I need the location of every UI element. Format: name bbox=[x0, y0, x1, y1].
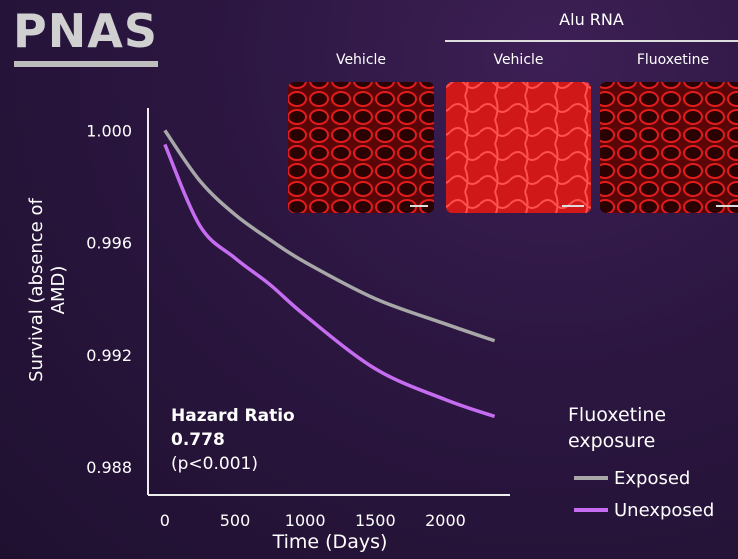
x-tick-label: 500 bbox=[220, 511, 251, 530]
annotation-note: (p<0.001) bbox=[171, 454, 258, 474]
y-tick-label: 1.000 bbox=[86, 121, 132, 140]
micrograph bbox=[446, 82, 591, 213]
legend-item: Exposed bbox=[574, 462, 714, 494]
x-tick-label: 0 bbox=[160, 511, 170, 530]
panel-label: Fluoxetine bbox=[636, 52, 710, 68]
legend: Fluoxetine exposure Exposed Unexposed bbox=[568, 402, 714, 526]
x-tick-label: 1000 bbox=[285, 511, 326, 530]
panel-label: Vehicle bbox=[493, 52, 544, 68]
logo: PNAS bbox=[13, 4, 158, 58]
y-tick-label: 0.988 bbox=[86, 458, 132, 477]
logo-underline bbox=[14, 61, 158, 67]
inset-group-label: Alu RNA bbox=[559, 10, 624, 29]
legend-swatch bbox=[574, 508, 608, 512]
x-tick-label: 1500 bbox=[355, 511, 396, 530]
legend-item: Unexposed bbox=[574, 494, 714, 526]
y-tick-label: 0.992 bbox=[86, 346, 132, 365]
panel-label: Vehicle bbox=[335, 52, 387, 68]
x-tick-label: 2000 bbox=[425, 511, 466, 530]
legend-title: Fluoxetine exposure bbox=[568, 404, 667, 452]
annotation-value: 0.778 bbox=[171, 430, 225, 450]
series-line bbox=[163, 143, 496, 419]
y-axis-label: Survival (absence of AMD) bbox=[26, 198, 69, 382]
micrograph bbox=[600, 82, 738, 213]
annotation: Hazard Ratio 0.778 (p<0.001) bbox=[171, 404, 295, 476]
legend-label: Unexposed bbox=[614, 499, 715, 521]
legend-swatch bbox=[574, 476, 608, 480]
annotation-title: Hazard Ratio bbox=[171, 406, 295, 426]
legend-label: Exposed bbox=[614, 467, 691, 489]
micrograph bbox=[288, 82, 434, 213]
series-line bbox=[163, 129, 496, 343]
inset-group-line bbox=[445, 40, 738, 42]
x-axis-label: Time (Days) bbox=[272, 531, 388, 553]
y-tick-label: 0.996 bbox=[86, 234, 132, 253]
